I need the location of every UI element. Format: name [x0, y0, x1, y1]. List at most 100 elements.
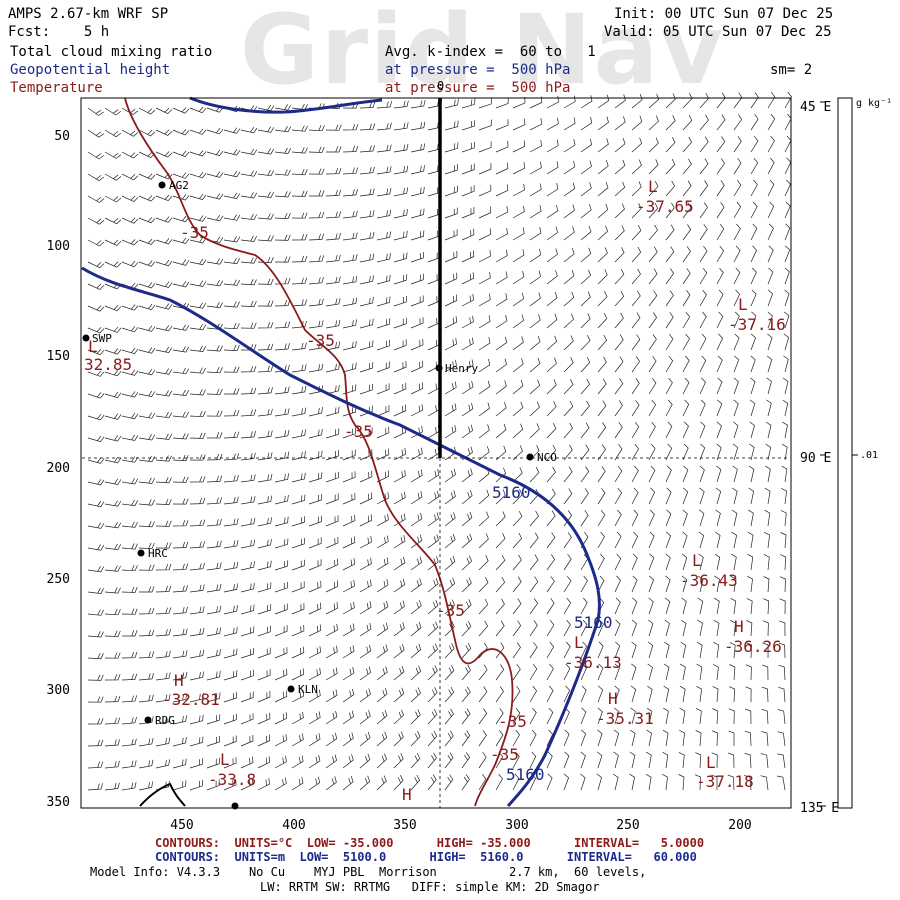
wind-barb — [291, 429, 306, 439]
y-tick-label: 100 — [47, 239, 70, 254]
wind-barb — [427, 338, 441, 351]
wind-barb — [87, 239, 105, 247]
wind-barb — [291, 212, 308, 219]
wind-barb — [461, 163, 475, 175]
wind-barb — [138, 412, 156, 419]
wind-barb — [729, 642, 736, 659]
wind-barb — [648, 356, 657, 373]
wind-barb — [121, 260, 139, 268]
wind-barb — [427, 316, 441, 329]
wind-barb — [478, 293, 491, 307]
station-marker — [144, 716, 152, 724]
wind-barb — [359, 731, 371, 747]
wind-barb — [427, 490, 440, 505]
wind-barb — [444, 98, 459, 109]
wind-barb — [223, 757, 237, 769]
wind-barb — [597, 269, 608, 285]
wind-barb — [645, 773, 652, 791]
wind-barb — [597, 553, 605, 571]
wind-barb — [308, 537, 322, 549]
wind-barb — [665, 421, 673, 439]
wind-barb — [512, 292, 525, 307]
wind-barb — [648, 115, 659, 131]
wind-barb — [223, 713, 237, 725]
wind-barb — [512, 598, 522, 615]
wind-barb — [597, 641, 604, 659]
wind-barb — [529, 335, 541, 351]
wind-barb — [172, 259, 190, 266]
wind-barb — [461, 730, 471, 747]
wind-barb — [713, 641, 720, 659]
wind-barb — [359, 231, 375, 241]
height-contour-top — [189, 96, 383, 114]
wind-barb — [767, 267, 774, 285]
wind-barb — [478, 163, 492, 175]
wind-barb — [308, 211, 325, 219]
wind-barb — [563, 663, 571, 681]
wind-barb — [291, 494, 306, 505]
valid-time: Valid: 05 UTC Sun 07 Dec 25 — [604, 24, 832, 40]
wind-barb — [104, 217, 122, 225]
terrain-outline — [139, 782, 186, 807]
wind-barb — [681, 553, 688, 571]
wind-barb — [681, 575, 688, 593]
wind-barb — [597, 225, 609, 241]
wind-barb — [189, 693, 204, 703]
wind-barb — [580, 729, 587, 747]
wind-barb — [104, 739, 121, 747]
wind-barb — [121, 695, 138, 703]
wind-barb — [240, 496, 256, 505]
wind-barb — [699, 333, 707, 351]
extremum-symbol: L — [648, 177, 658, 196]
temp-contour-label: -35 — [180, 223, 209, 242]
wind-barb — [563, 357, 574, 373]
wind-barb — [223, 561, 239, 571]
wind-barb — [172, 498, 189, 505]
wind-barb — [223, 236, 241, 243]
wind-barb — [172, 324, 190, 331]
wind-barb — [410, 143, 426, 153]
wind-barb — [325, 449, 340, 461]
wind-barb — [138, 629, 155, 637]
wind-barb — [359, 210, 375, 219]
wind-barb — [87, 479, 105, 486]
wind-barb — [257, 169, 275, 177]
field-geopotential: Geopotential height — [10, 62, 171, 78]
wind-barb — [139, 586, 155, 593]
wind-barb — [240, 452, 256, 461]
wind-barb — [631, 115, 643, 131]
wind-barb — [138, 673, 154, 681]
wind-barb — [274, 473, 289, 483]
wind-barb — [529, 532, 539, 549]
y-tick-label: 50 — [54, 129, 70, 144]
wind-barb — [87, 435, 105, 443]
wind-barb — [461, 272, 475, 285]
wind-barb — [646, 707, 653, 725]
wind-barb — [325, 776, 337, 791]
wind-barb — [172, 606, 188, 615]
wind-barb — [393, 382, 407, 395]
wind-barb — [716, 289, 724, 307]
wind-barb — [104, 326, 122, 333]
wind-barb — [155, 542, 172, 549]
wind-barb — [274, 256, 291, 263]
wind-barb — [121, 651, 138, 659]
wind-barb — [461, 533, 473, 549]
wind-barb — [529, 161, 542, 175]
wind-barb — [648, 202, 659, 219]
wind-barb — [699, 377, 706, 395]
wind-barb — [614, 685, 620, 703]
wind-barb — [529, 423, 540, 439]
wind-barb — [478, 380, 491, 395]
wind-barb — [104, 500, 122, 507]
wind-barb — [257, 604, 272, 615]
wind-barb — [104, 195, 122, 203]
wind-barb — [172, 150, 190, 158]
wind-barb — [614, 443, 623, 461]
wind-barb — [87, 500, 105, 508]
init-time: Init: 00 UTC Sun 07 Dec 25 — [614, 6, 834, 22]
wind-barb — [206, 258, 224, 265]
wind-barb — [784, 135, 792, 153]
wind-barb — [580, 138, 593, 153]
wind-barb — [257, 343, 274, 351]
